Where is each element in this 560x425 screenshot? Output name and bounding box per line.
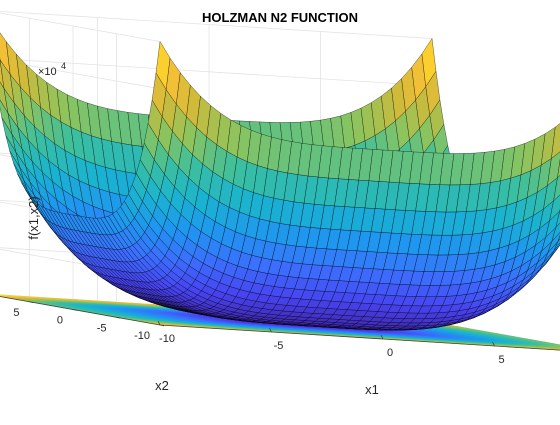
tick-label-x1: 5 — [498, 354, 504, 366]
tick-label-x1: 0 — [387, 347, 393, 359]
z-exponent-label: ×10 — [38, 66, 57, 78]
axis-label-x1: x1 — [365, 382, 379, 397]
tick-label-x2: 5 — [13, 307, 19, 319]
axis-label-x2: x2 — [155, 378, 169, 393]
tick-label-x1: -5 — [274, 340, 284, 352]
tick-label-x2: -5 — [97, 322, 107, 334]
tick-label-x2: 0 — [57, 315, 63, 327]
tick-label-x1: -10 — [159, 333, 175, 345]
tick-label-x2: -10 — [134, 330, 150, 342]
axis-label-z: f(x1,x2) — [26, 196, 41, 239]
chart-title: HOLZMAN N2 FUNCTION — [0, 10, 560, 25]
z-exponent-power: 4 — [61, 61, 66, 71]
